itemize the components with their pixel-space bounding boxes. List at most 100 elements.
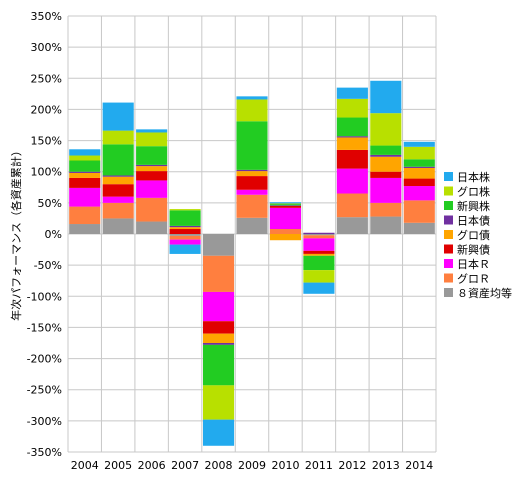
- bar-segment: [169, 244, 201, 254]
- x-tick-label: 2010: [271, 459, 299, 472]
- bar-segment: [370, 202, 402, 217]
- legend-swatch: [444, 244, 453, 254]
- bar-segment: [102, 202, 134, 219]
- legend-entry: 日本債: [457, 214, 490, 228]
- bar-segment: [102, 144, 134, 176]
- bar-segment: [303, 232, 335, 234]
- bar-segment: [102, 196, 134, 203]
- bar-segment: [403, 166, 435, 168]
- legend-swatch: [444, 259, 453, 268]
- bar-segment: [69, 171, 101, 173]
- bar-segment: [202, 333, 235, 343]
- bar-segment: [69, 187, 101, 207]
- bar-segment: [69, 160, 101, 172]
- legend-swatch: [444, 172, 453, 181]
- bar-segment: [336, 117, 368, 137]
- bar-segment: [169, 239, 201, 245]
- x-tick-label: 2006: [138, 459, 166, 472]
- bar-segment: [269, 205, 302, 206]
- bar-segment: [236, 189, 268, 195]
- x-tick-label: 2009: [238, 459, 266, 472]
- y-axis-ticks: -350% -300% -250% -200% -150% -100% -50% 0% 50% 1…: [27, 10, 62, 459]
- bar-segment: [69, 149, 101, 156]
- bar-segment: [136, 171, 168, 181]
- y-tick-label: 50%: [38, 197, 62, 210]
- bar-segment: [169, 210, 201, 226]
- bar-segment: [370, 216, 402, 234]
- bar-segment: [336, 98, 368, 118]
- bar-segment: [303, 235, 335, 239]
- bar-segment: [303, 270, 335, 283]
- x-tick-label: 2007: [171, 459, 199, 472]
- bar-segment: [136, 221, 168, 234]
- x-tick-label: 2004: [71, 459, 99, 472]
- bar-segment: [69, 177, 101, 188]
- legend-entry: 新興株: [457, 199, 490, 213]
- legend-entry: グロ株: [457, 185, 490, 199]
- bar-segment: [336, 136, 368, 138]
- y-tick-label: -350%: [27, 446, 62, 459]
- bar-segment: [69, 224, 101, 234]
- bar-segment: [202, 385, 235, 420]
- bar-segment: [403, 159, 435, 167]
- bars-layer: [69, 80, 435, 446]
- bar-segment: [136, 132, 168, 147]
- bar-segment: [269, 204, 302, 206]
- bar-segment: [370, 177, 402, 203]
- bar-segment: [169, 209, 201, 211]
- bar-segment: [269, 203, 302, 205]
- bar-segment: [136, 129, 168, 133]
- bar-segment: [102, 102, 134, 131]
- bar-segment: [336, 217, 368, 234]
- bar-segment: [269, 229, 302, 234]
- bar-segment: [202, 419, 235, 446]
- x-axis-ticks: 2004 2005 2006 2007 2008 2009 2010 2011 2012 2013…: [71, 459, 434, 472]
- legend-entry: 新興債: [457, 243, 490, 257]
- bar-segment: [102, 175, 134, 177]
- bar-segment: [370, 113, 402, 146]
- bar-segment: [169, 227, 201, 230]
- y-tick-label: 150%: [31, 135, 62, 148]
- legend-swatch: [444, 230, 453, 239]
- bar-segment: [202, 255, 235, 292]
- bar-segment: [336, 87, 368, 99]
- bar-segment: [102, 218, 134, 234]
- legend-entry: 日本株: [457, 170, 490, 184]
- bar-segment: [136, 197, 168, 222]
- bar-segment: [403, 146, 435, 160]
- bar-segment: [102, 176, 134, 185]
- bar-segment: [236, 96, 268, 100]
- bar-segment: [169, 225, 201, 228]
- bar-segment: [202, 321, 235, 334]
- bar-segment: [269, 205, 302, 208]
- legend-entry: ８資産均等: [457, 286, 512, 300]
- bar-segment: [303, 255, 335, 271]
- y-tick-label: -150%: [27, 321, 62, 334]
- bar-segment: [69, 155, 101, 161]
- y-tick-label: 0%: [45, 228, 62, 241]
- bar-segment: [169, 234, 201, 236]
- bar-segment: [236, 121, 268, 170]
- bar-segment: [202, 343, 235, 345]
- legend-entry: グロＲ: [457, 272, 490, 286]
- bar-segment: [403, 186, 435, 201]
- y-tick-label: 300%: [31, 41, 62, 54]
- bar-segment: [336, 193, 368, 218]
- legend-entry: グロ債: [457, 228, 490, 242]
- legend-swatch: [444, 201, 453, 210]
- bar-segment: [136, 180, 168, 198]
- bar-segment: [202, 291, 235, 322]
- bar-segment: [202, 344, 235, 386]
- bar-segment: [370, 154, 402, 157]
- y-axis-label: 年次パフォーマンス（各資産累計）: [9, 145, 23, 321]
- legend-swatch: [444, 186, 453, 196]
- bar-segment: [236, 176, 268, 190]
- bar-segment: [403, 178, 435, 187]
- bar-segment: [370, 80, 402, 114]
- bar-segment: [403, 167, 435, 179]
- legend-swatch: [444, 215, 453, 225]
- bar-segment: [403, 222, 435, 234]
- y-tick-label: -100%: [27, 290, 62, 303]
